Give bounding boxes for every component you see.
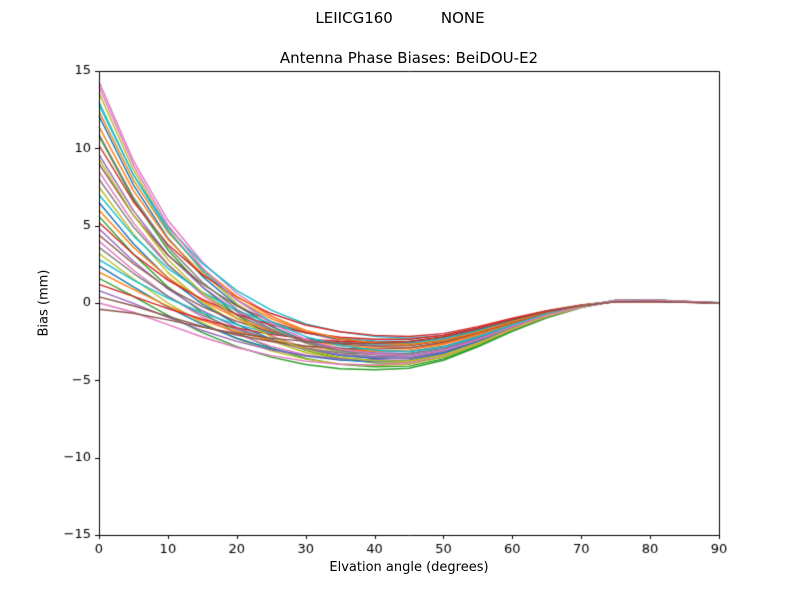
figure-suptitle: LEIICG160 NONE [0, 9, 800, 27]
axes-title: Antenna Phase Biases: BeiDOU-E2 [279, 49, 539, 67]
x-axis-label: Elvation angle (degrees) [329, 560, 489, 575]
radome-text: NONE [440, 9, 485, 27]
y-axis-label: Bias (mm) [36, 269, 52, 337]
station-id-text: LEIICG160 [315, 9, 393, 27]
